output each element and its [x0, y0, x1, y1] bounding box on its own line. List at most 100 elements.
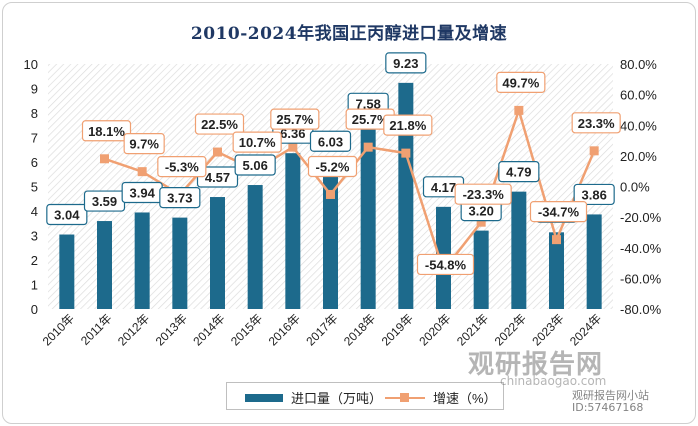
y-left-tick: 0 — [31, 302, 38, 317]
bar-value-label: 3.04 — [54, 208, 80, 223]
growth-value-label: -5.3% — [165, 160, 199, 175]
growth-marker — [552, 235, 561, 245]
x-tick-label: 2024年 — [567, 311, 604, 348]
growth-value-label: -34.7% — [538, 205, 580, 220]
growth-label-box — [270, 108, 320, 130]
x-tick-label: 2014年 — [190, 311, 227, 348]
growth-label-box — [81, 120, 132, 142]
growth-label-box — [496, 71, 546, 93]
y-left-tick: 4 — [31, 204, 38, 219]
y-right-tick: -60.0% — [620, 271, 662, 286]
watermark-badge-id: ID:57467168 — [572, 401, 644, 414]
growth-label-box — [232, 131, 282, 153]
growth-label-box — [454, 183, 512, 205]
x-tick-label: 2017年 — [303, 311, 340, 348]
bar — [511, 191, 527, 309]
y-left-tick: 1 — [31, 278, 38, 293]
growth-value-label: -54.8% — [425, 257, 467, 272]
y-left-tick: 2 — [31, 253, 38, 268]
bar-value-label: 9.23 — [393, 56, 418, 71]
growth-label-box — [529, 201, 588, 223]
growth-value-label: 25.7% — [276, 112, 313, 127]
bar — [398, 82, 414, 310]
x-tick-label: 2020年 — [416, 311, 453, 348]
watermark-url: chinabaogao.com — [500, 374, 607, 388]
bar-label-box — [159, 187, 201, 209]
bar-label-box — [498, 161, 540, 183]
legend-line-swatch — [385, 392, 425, 403]
x-tick-label: 2016年 — [266, 311, 303, 348]
bar — [59, 234, 75, 309]
growth-value-label: 10.7% — [239, 135, 276, 150]
y-right-tick: 40.0% — [620, 118, 657, 133]
growth-marker — [589, 146, 599, 156]
y-left-tick: 6 — [31, 155, 38, 170]
growth-marker — [476, 217, 486, 227]
growth-marker — [326, 189, 335, 199]
watermark-logo: 观研报告网 — [468, 350, 604, 380]
y-left-tick: 7 — [31, 131, 38, 146]
bar — [210, 197, 225, 309]
y-right-tick: 60.0% — [620, 88, 657, 103]
x-tick-label: 2015年 — [228, 311, 265, 348]
growth-label-box — [416, 253, 475, 276]
y-right-tick: 20.0% — [620, 149, 657, 164]
bar — [323, 161, 338, 309]
bar-value-label: 4.79 — [506, 165, 531, 180]
x-tick-label: 2023年 — [529, 311, 566, 348]
x-tick-label: 2018年 — [341, 311, 378, 348]
bar-value-label: 4.57 — [205, 170, 230, 185]
growth-value-label: -23.3% — [463, 187, 505, 202]
growth-label-box — [157, 156, 207, 178]
x-tick-label: 2011年 — [78, 311, 115, 348]
x-tick-label: 2012年 — [115, 311, 152, 348]
x-tick-label: 2010年 — [40, 311, 77, 348]
bar-label-box — [385, 52, 427, 74]
bar-value-label: 3.73 — [167, 191, 192, 206]
growth-marker — [137, 167, 147, 177]
growth-label-box — [383, 114, 433, 136]
y-left-tick: 3 — [31, 229, 38, 244]
growth-marker — [288, 142, 298, 152]
y-right-tick: 80.0% — [620, 57, 657, 72]
y-left-tick: 9 — [31, 82, 38, 97]
growth-label-box — [307, 155, 358, 178]
growth-value-label: 22.5% — [201, 117, 238, 132]
y-left-tick: 10 — [24, 57, 38, 72]
growth-marker — [514, 105, 524, 115]
growth-marker — [100, 154, 109, 164]
growth-value-label: 9.7% — [129, 137, 159, 152]
bar-value-label: 6.36 — [280, 126, 305, 141]
bar — [247, 185, 263, 309]
legend-item-bar: 进口量（万吨） — [245, 388, 382, 407]
bar — [586, 214, 602, 309]
y-right-tick: 0.0% — [620, 180, 650, 195]
bar-value-label: 3.86 — [582, 187, 607, 202]
bar-value-label: 3.20 — [469, 204, 494, 219]
bar-label-box — [234, 154, 276, 176]
growth-value-label: -5.2% — [316, 159, 350, 174]
bar-value-label: 3.59 — [92, 194, 117, 209]
y-left-tick: 8 — [31, 106, 38, 121]
growth-value-label: 21.8% — [389, 118, 426, 133]
y-right-tick: -20.0% — [620, 210, 662, 225]
bar-label-box — [46, 203, 88, 226]
growth-value-label: 18.1% — [88, 124, 125, 139]
growth-label-box — [123, 133, 165, 155]
bar — [97, 221, 112, 309]
legend-bar-label: 进口量（万吨） — [291, 391, 383, 406]
x-tick-label: 2013年 — [153, 311, 190, 348]
growth-label-box — [571, 112, 621, 134]
bar — [360, 123, 376, 309]
bar-label-box — [573, 183, 615, 206]
growth-label-box — [194, 113, 245, 135]
bar-value-label: 5.06 — [243, 158, 268, 173]
legend-line-label: 增速（%） — [433, 391, 497, 406]
growth-marker — [363, 142, 373, 152]
watermark-badge-name: 观研报告网小站 — [572, 389, 649, 402]
chart-legend: 进口量（万吨） 增速（%） — [226, 382, 504, 410]
bar-value-label: 3.94 — [130, 185, 156, 200]
x-tick-label: 2019年 — [379, 311, 416, 348]
bar-value-label: 4.17 — [431, 180, 456, 195]
